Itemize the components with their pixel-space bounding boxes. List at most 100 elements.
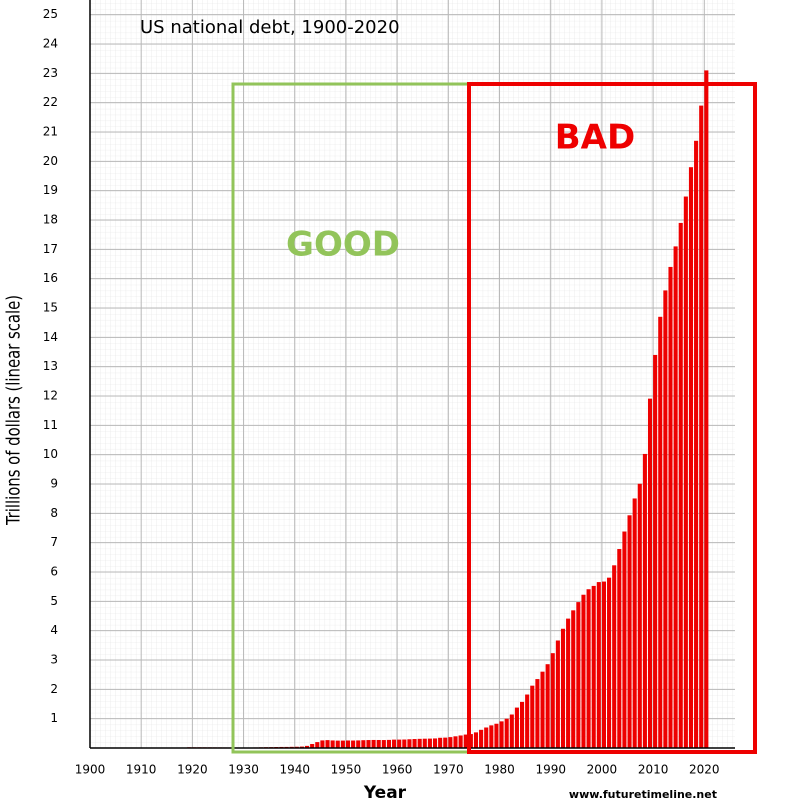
bar xyxy=(673,246,678,748)
bar xyxy=(566,618,571,748)
bar xyxy=(632,498,637,748)
bar xyxy=(325,740,330,748)
y-tick-label: 8 xyxy=(50,506,58,520)
bar xyxy=(514,707,519,748)
y-tick-label: 22 xyxy=(43,95,58,109)
y-tick-label: 12 xyxy=(43,389,58,403)
y-tick-label: 15 xyxy=(43,301,58,315)
bar xyxy=(658,316,663,748)
bar xyxy=(683,196,688,749)
bar xyxy=(560,628,566,748)
bar xyxy=(315,742,320,748)
bar xyxy=(637,483,642,748)
good-label: GOOD xyxy=(286,225,400,265)
bar xyxy=(345,740,351,748)
bar xyxy=(545,664,550,748)
bar xyxy=(479,729,484,748)
bar xyxy=(335,740,340,748)
bad-box xyxy=(467,82,757,754)
bar xyxy=(412,739,417,748)
x-tick-label: 1970 xyxy=(433,763,464,777)
bar xyxy=(417,738,422,748)
y-tick-label: 13 xyxy=(43,359,58,373)
y-tick-label: 23 xyxy=(43,66,58,80)
bar xyxy=(351,740,356,748)
bar xyxy=(397,739,402,748)
bar xyxy=(381,740,386,748)
bar xyxy=(607,577,612,748)
bar xyxy=(340,740,345,748)
x-tick-label: 1920 xyxy=(177,763,208,777)
x-tick-label: 1980 xyxy=(484,763,515,777)
x-tick-label: 2010 xyxy=(638,763,669,777)
x-tick-label: 2020 xyxy=(689,763,720,777)
x-tick-label: 1910 xyxy=(126,763,157,777)
bar xyxy=(392,739,397,748)
bar xyxy=(699,105,704,749)
plot xyxy=(89,0,735,749)
y-tick-label: 25 xyxy=(43,7,58,21)
y-tick-label: 1 xyxy=(50,711,58,725)
y-tick-label: 16 xyxy=(43,271,58,285)
bar xyxy=(305,745,310,748)
bar xyxy=(520,701,525,748)
bar xyxy=(422,738,427,748)
bar xyxy=(438,737,443,748)
x-tick-label: 1990 xyxy=(535,763,566,777)
bar xyxy=(601,581,606,748)
bar xyxy=(525,694,530,748)
y-tick-label: 3 xyxy=(50,653,58,667)
bar xyxy=(361,740,366,748)
bar xyxy=(581,594,586,748)
bar xyxy=(622,531,627,748)
bar xyxy=(530,685,535,748)
bar xyxy=(407,739,412,748)
bad-label: BAD xyxy=(555,118,635,158)
bar xyxy=(612,565,617,748)
y-tick-label: 9 xyxy=(50,477,58,491)
x-tick-label: 2000 xyxy=(587,763,618,777)
bar xyxy=(356,740,361,748)
x-tick-label: 1930 xyxy=(228,763,259,777)
x-tick-label: 1940 xyxy=(279,763,310,777)
x-tick-label: 1960 xyxy=(382,763,413,777)
y-axis-label: Trillions of dollars (linear scale) xyxy=(3,295,25,526)
bar xyxy=(320,740,325,748)
source: www.futuretimeline.net xyxy=(569,788,717,801)
bar xyxy=(704,70,709,748)
bar xyxy=(586,589,591,748)
bar xyxy=(571,610,576,748)
bar xyxy=(443,737,448,748)
y-tick-label: 24 xyxy=(43,37,58,51)
bar xyxy=(647,398,653,748)
bar xyxy=(484,727,489,748)
bar xyxy=(376,739,381,748)
bar xyxy=(427,738,432,748)
x-tick-label: 1900 xyxy=(75,763,106,777)
y-tick-label: 4 xyxy=(50,623,58,637)
bar xyxy=(473,732,479,748)
x-axis-label: Year xyxy=(363,783,407,803)
bar xyxy=(504,718,509,748)
bar xyxy=(402,739,407,748)
bar xyxy=(555,640,560,748)
bar xyxy=(386,739,391,748)
bar xyxy=(678,222,683,748)
y-tick-label: 11 xyxy=(43,418,58,432)
bar xyxy=(499,721,504,748)
y-tick-label: 5 xyxy=(50,594,58,608)
bar xyxy=(653,354,658,748)
y-tick-label: 20 xyxy=(43,154,58,168)
y-tick-label: 18 xyxy=(43,213,58,227)
bar xyxy=(463,734,468,748)
bar xyxy=(668,266,673,748)
bar xyxy=(688,167,694,748)
y-tick-label: 14 xyxy=(43,330,58,344)
bar xyxy=(330,740,335,748)
bar xyxy=(432,738,438,748)
bar xyxy=(694,140,699,749)
bar xyxy=(453,736,458,748)
bar xyxy=(366,740,371,748)
y-tick-label: 2 xyxy=(50,682,58,696)
